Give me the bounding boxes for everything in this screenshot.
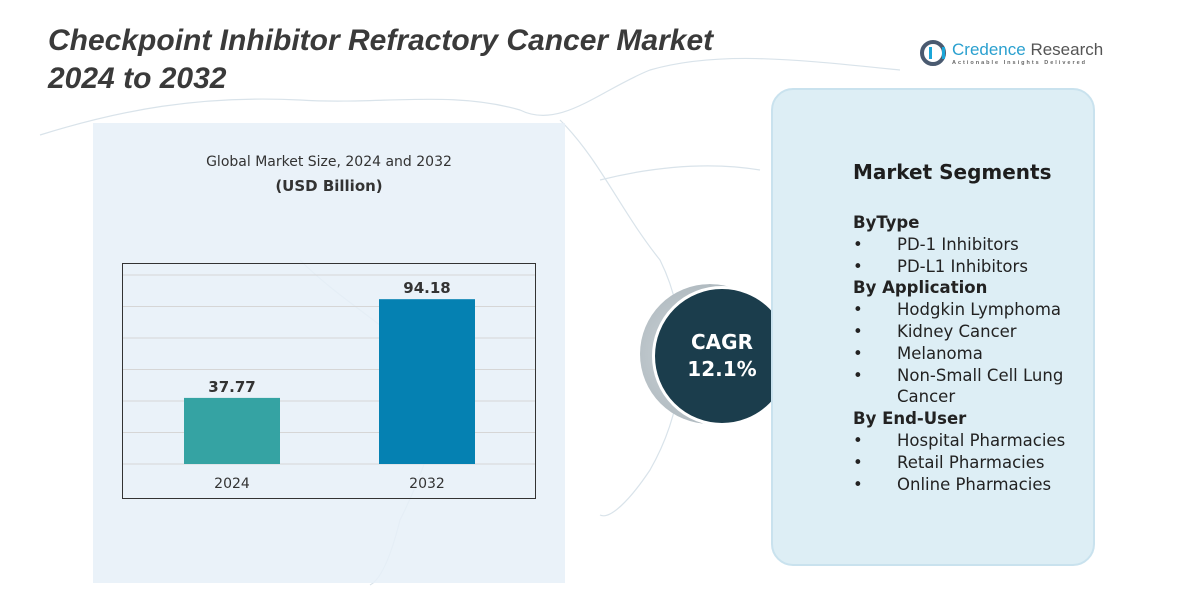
segments-list: ByType • PD-1 Inhibitors • PD-L1 Inhibitors B… bbox=[853, 212, 1087, 495]
x-tick-label: 2024 bbox=[214, 476, 250, 492]
bullet-icon: • bbox=[853, 234, 863, 254]
logo-icon bbox=[920, 40, 946, 66]
bullet-icon: • bbox=[853, 300, 863, 320]
segment-item-label: Non-Small Cell Lung Cancer bbox=[897, 365, 1064, 407]
segment-item: • Hodgkin Lymphoma bbox=[853, 299, 1087, 321]
segment-item-label: Hospital Pharmacies bbox=[897, 430, 1066, 450]
logo-name-a: Credence bbox=[952, 40, 1026, 59]
segment-item: • PD-L1 Inhibitors bbox=[853, 256, 1087, 278]
segment-item: • PD-1 Inhibitors bbox=[853, 234, 1087, 256]
segment-item-label: PD-1 Inhibitors bbox=[897, 234, 1019, 254]
bullet-icon: • bbox=[853, 430, 863, 450]
segments-panel bbox=[771, 88, 1095, 566]
logo-name-b: Research bbox=[1030, 40, 1104, 59]
bar-chart-svg: 37.77 2024 94.18 2032 bbox=[123, 274, 535, 492]
data-label: 37.77 bbox=[208, 378, 255, 396]
bullet-icon: • bbox=[853, 256, 863, 276]
segment-item: • Non-Small Cell Lung Cancer bbox=[853, 365, 1087, 409]
segment-item-label: PD-L1 Inhibitors bbox=[897, 256, 1028, 276]
segment-heading: ByType bbox=[853, 213, 920, 232]
segment-item: • Melanoma bbox=[853, 343, 1087, 365]
logo-tagline: Actionable Insights Delivered bbox=[952, 60, 1088, 66]
cagr-value: 12.1% bbox=[687, 357, 757, 381]
bullet-icon: • bbox=[853, 452, 863, 472]
segment-item-label: Kidney Cancer bbox=[897, 321, 1017, 341]
credence-research-logo: Credence Research Actionable Insights De… bbox=[920, 40, 1103, 66]
x-tick-label: 2032 bbox=[409, 476, 445, 492]
bullet-icon: • bbox=[853, 365, 863, 385]
bar-2032 bbox=[379, 299, 475, 464]
segment-item: • Kidney Cancer bbox=[853, 321, 1087, 343]
chart-subtitle: (USD Billion) bbox=[275, 177, 383, 195]
segment-item-label: Melanoma bbox=[897, 343, 983, 363]
bar-2024 bbox=[184, 397, 280, 464]
bar-chart: 37.77 2024 94.18 2032 bbox=[122, 263, 536, 499]
cagr-badge: CAGR 12.1% bbox=[652, 286, 792, 426]
page-title: Checkpoint Inhibitor Refractory Cancer M… bbox=[48, 22, 713, 98]
chart-title: Global Market Size, 2024 and 2032 bbox=[206, 154, 452, 170]
segment-heading: By End-User bbox=[853, 409, 967, 429]
bullet-icon: • bbox=[853, 321, 863, 341]
cagr-label: CAGR bbox=[691, 330, 753, 354]
bullet-icon: • bbox=[853, 474, 863, 494]
segment-item-label: Hodgkin Lymphoma bbox=[897, 300, 1062, 320]
segment-item: • Online Pharmacies bbox=[853, 474, 1087, 496]
chart-panel bbox=[93, 123, 565, 583]
title-line-1: Checkpoint Inhibitor Refractory Cancer M… bbox=[48, 24, 714, 57]
bullet-icon: • bbox=[853, 343, 863, 363]
segment-item: • Retail Pharmacies bbox=[853, 452, 1087, 474]
segment-heading: By Application bbox=[853, 278, 988, 298]
data-label: 94.18 bbox=[403, 279, 450, 297]
segments-title: Market Segments bbox=[853, 160, 1052, 184]
segment-item-label: Retail Pharmacies bbox=[897, 452, 1045, 472]
segment-item-label: Online Pharmacies bbox=[897, 474, 1052, 494]
segment-item: • Hospital Pharmacies bbox=[853, 430, 1087, 452]
title-line-2: 2024 to 2032 bbox=[48, 62, 227, 95]
